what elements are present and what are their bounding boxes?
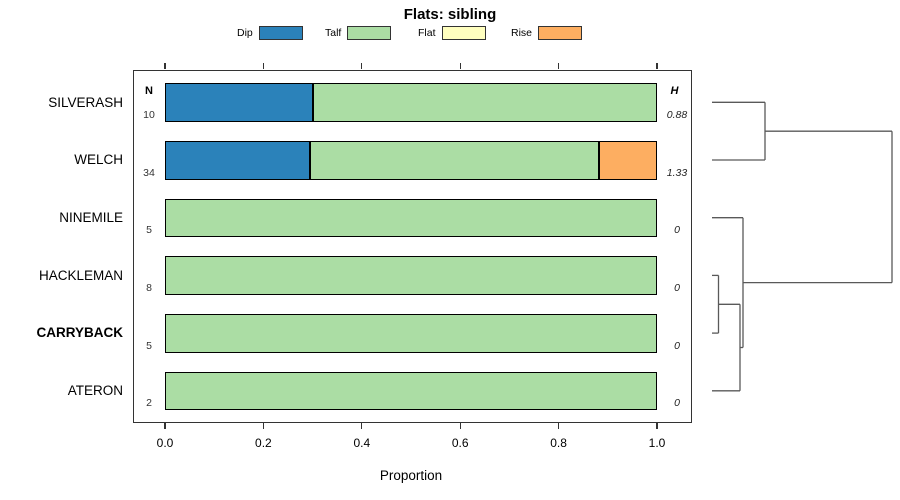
h-column-header: H	[670, 85, 679, 98]
legend: Dip Talf Flat Rise	[0, 0, 900, 50]
bar-segment-talf	[165, 256, 657, 295]
h-value: 0	[674, 282, 680, 294]
legend-swatch	[258, 26, 303, 40]
h-value: 0	[674, 339, 680, 352]
category-label: HACKLEMAN	[38, 267, 123, 283]
bar-segment-talf	[165, 198, 657, 238]
x-axis-tick	[262, 63, 264, 69]
x-axis-tick	[361, 63, 363, 69]
x-axis-tick	[164, 423, 166, 429]
x-axis-tick-label: 1.0	[648, 436, 666, 450]
x-axis-label: Proportion	[379, 468, 443, 483]
legend-label: Rise	[511, 27, 533, 39]
category-label: NINEMILE	[59, 210, 123, 225]
h-value: 1.33	[666, 166, 688, 179]
x-axis-tick-label: 0.8	[550, 436, 567, 450]
x-axis-tick	[656, 63, 658, 69]
h-value: 0	[674, 397, 680, 410]
legend-item: Rise	[511, 26, 583, 40]
bar-segment-rise	[598, 141, 657, 180]
legend-label: Talf	[325, 27, 342, 39]
n-column-header: N	[145, 85, 153, 98]
plot-box	[133, 70, 692, 423]
n-value: 8	[146, 282, 152, 294]
legend-swatch	[347, 26, 392, 40]
x-axis-tick	[361, 423, 363, 429]
x-axis-tick	[558, 423, 560, 429]
x-axis-tick	[164, 63, 166, 69]
chart-title: Flats: sibling	[403, 6, 497, 23]
bar-segment-talf	[312, 83, 657, 122]
n-value: 10	[143, 108, 155, 121]
legend-swatch	[441, 26, 486, 40]
n-value: 2	[146, 397, 152, 410]
x-axis-tick	[459, 63, 461, 69]
legend-label: Flat	[418, 27, 436, 39]
x-axis-tick-label: 0.4	[353, 436, 371, 450]
legend-item: Dip	[237, 26, 303, 40]
legend-label: Dip	[237, 27, 253, 39]
x-axis-tick	[656, 423, 658, 429]
bar-segment-dip	[165, 83, 313, 122]
n-value: 34	[143, 166, 155, 179]
x-axis-tick-label: 0.2	[255, 436, 272, 450]
x-axis-tick	[558, 63, 560, 69]
legend-swatch	[538, 26, 583, 40]
category-label: ATERON	[67, 383, 123, 399]
legend-item: Talf	[325, 26, 392, 40]
h-value: 0	[674, 224, 680, 237]
x-axis-tick-label: 0.6	[451, 436, 469, 450]
bar-segment-talf	[165, 314, 657, 353]
bar-segment-talf	[309, 141, 599, 180]
n-value: 5	[146, 339, 152, 352]
x-axis-tick-label: 0.0	[156, 436, 174, 450]
category-label: SILVERASH	[48, 94, 123, 110]
category-label: CARRYBACK	[36, 325, 124, 341]
x-axis-tick	[262, 423, 264, 429]
h-value: 0.88	[666, 108, 688, 121]
legend-item: Flat	[418, 26, 486, 40]
bar-segment-dip	[165, 141, 310, 180]
x-axis-tick	[459, 423, 461, 429]
n-value: 5	[146, 224, 152, 237]
bar-segment-talf	[165, 371, 657, 411]
category-label: WELCH	[74, 152, 123, 168]
